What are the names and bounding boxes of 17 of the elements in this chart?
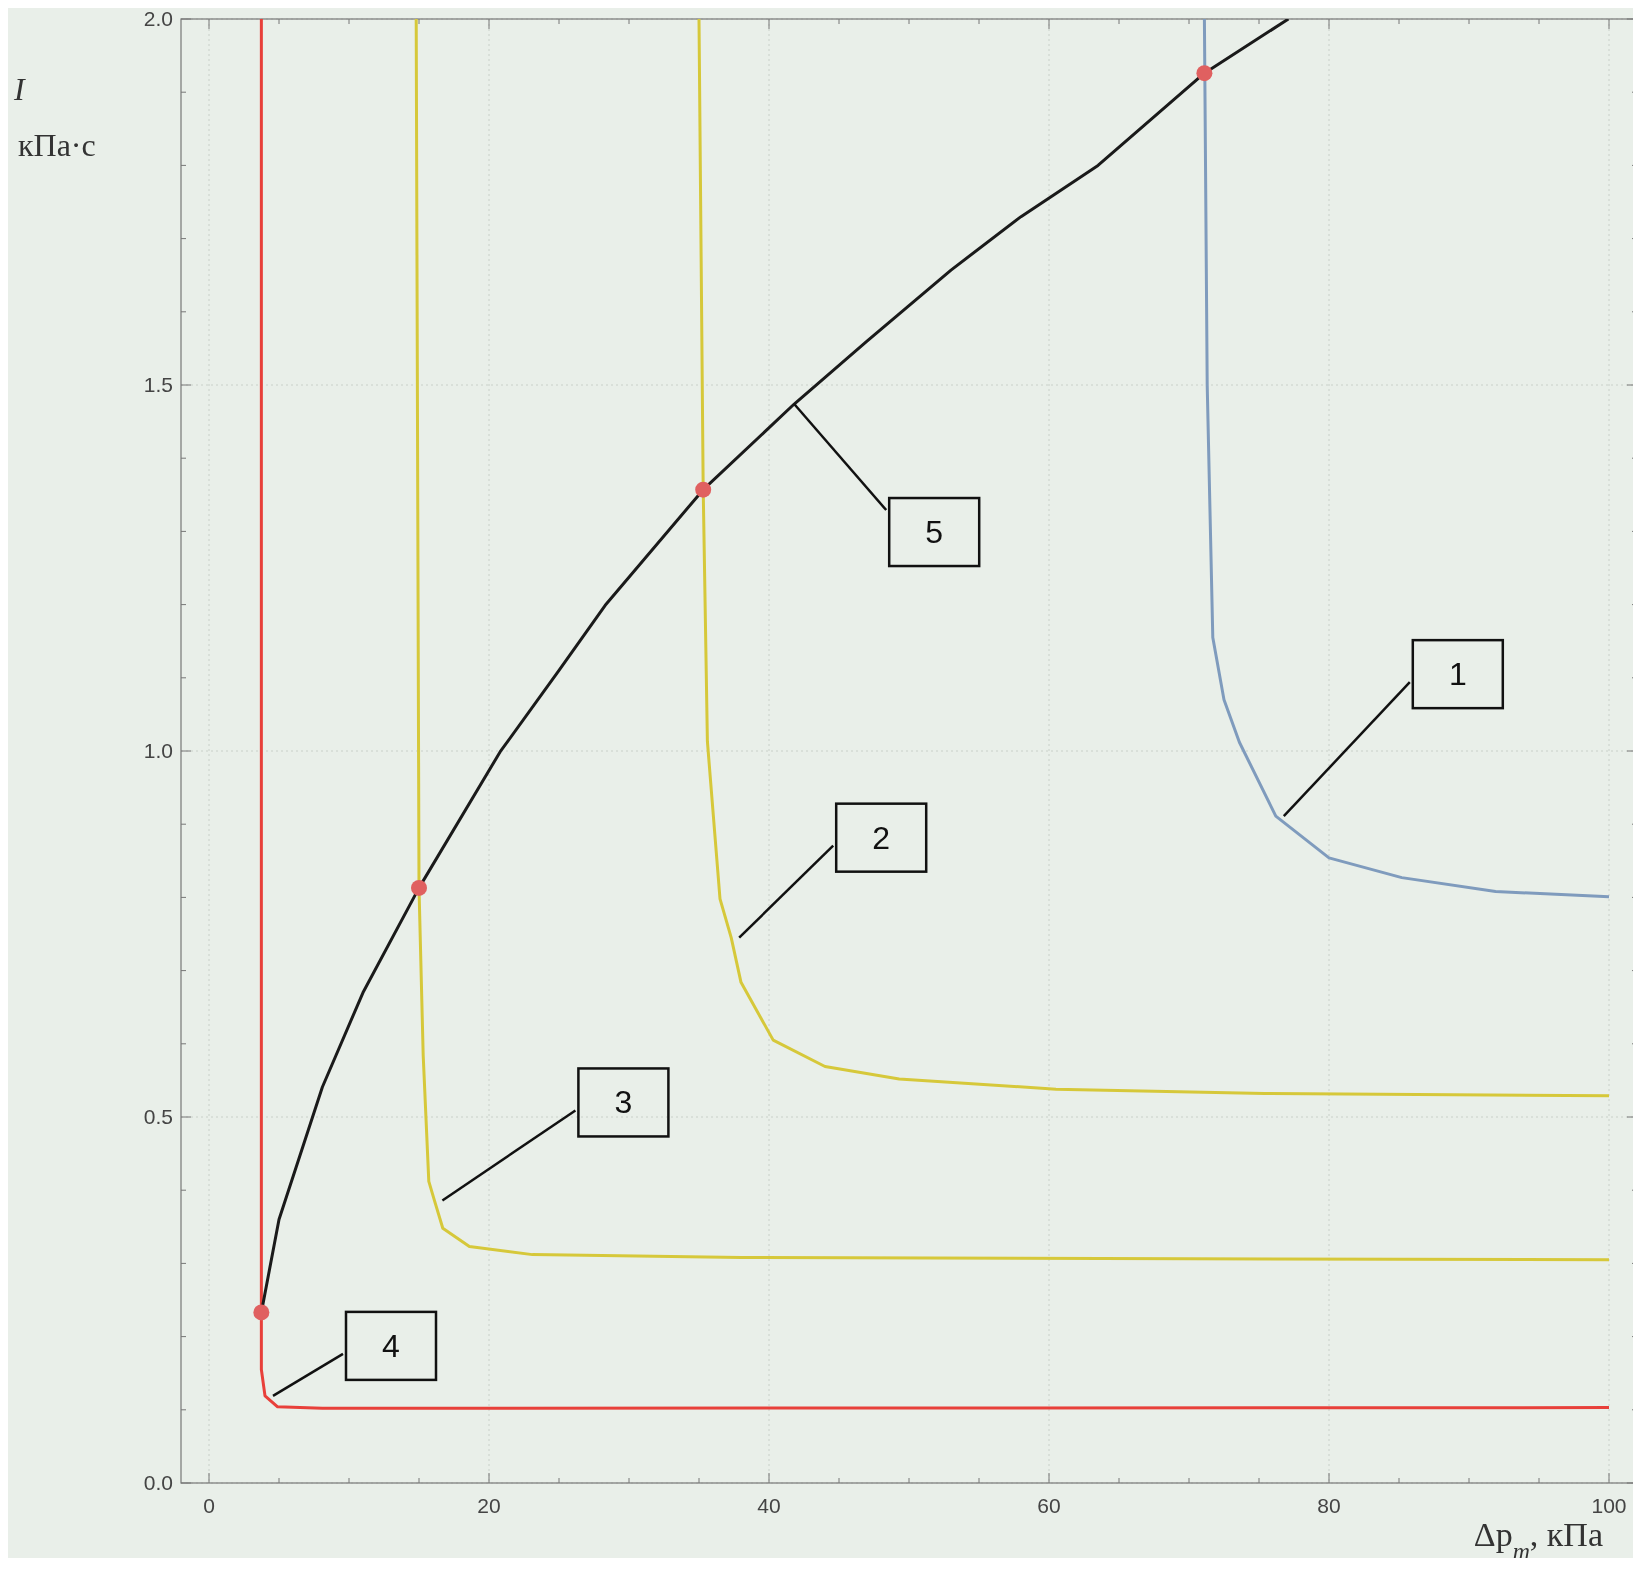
y-tick-label: 1.0 [143,739,173,762]
y-tick-label: 2.0 [143,7,173,30]
y-tick-label: 1.5 [143,373,173,396]
y-axis-title: I кПа·с [13,71,96,163]
x-tick-label: 20 [477,1494,501,1517]
annotation: 3 [614,1084,633,1121]
annotation: 4 [382,1327,400,1364]
y-tick-label: 0.5 [143,1105,173,1128]
x-tick-label: 40 [757,1494,781,1517]
y-tick-label: 0.0 [143,1471,173,1494]
x-tick-label: 100 [1591,1494,1627,1517]
x-tick-label: 0 [203,1494,215,1517]
annotation: 2 [872,819,891,856]
annotation: 1 [1448,656,1467,693]
annotation: 5 [925,514,944,551]
x-tick-label: 80 [1317,1494,1341,1517]
x-tick-label: 60 [1037,1494,1061,1517]
